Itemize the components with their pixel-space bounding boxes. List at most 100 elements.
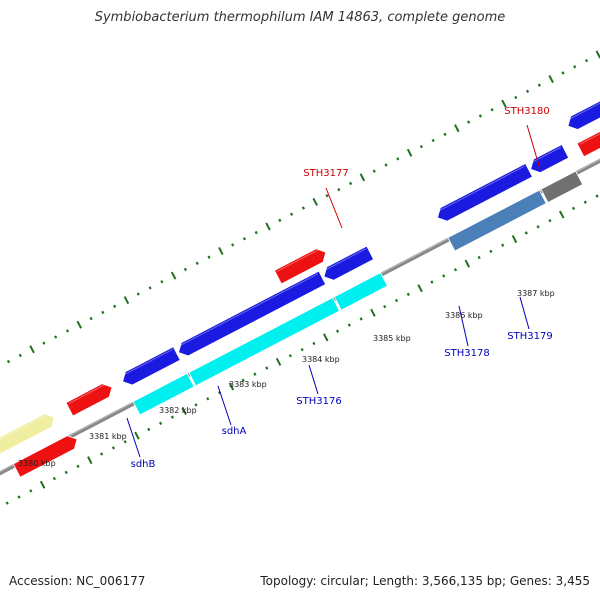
minor-tick — [490, 108, 494, 112]
minor-tick — [195, 261, 199, 265]
gene-label-sdhb[interactable]: sdhB — [131, 459, 156, 470]
gene-feature[interactable] — [447, 189, 547, 252]
minor-tick — [101, 310, 105, 315]
minor-tick — [265, 366, 269, 370]
gene-sth3178[interactable] — [437, 162, 533, 222]
minor-tick — [194, 403, 198, 407]
minor-tick — [29, 489, 33, 493]
gene-sdhb[interactable] — [122, 346, 181, 386]
minor-tick — [170, 415, 174, 419]
major-tick — [265, 222, 271, 231]
gene-feature[interactable] — [132, 372, 195, 416]
gene-feature[interactable] — [540, 170, 584, 204]
label-leader-line — [519, 296, 530, 330]
major-tick — [454, 124, 460, 133]
tick-row-lower — [5, 194, 599, 505]
feature-highlight — [323, 248, 367, 272]
major-tick — [501, 99, 507, 108]
minor-tick — [231, 243, 235, 247]
minor-tick — [347, 323, 351, 327]
gene-feature[interactable] — [188, 297, 341, 387]
gene-features — [0, 93, 600, 479]
gene-sth3179[interactable] — [530, 143, 570, 174]
minor-tick — [453, 268, 458, 272]
minor-tick — [65, 329, 70, 333]
label-leader-line — [325, 187, 343, 229]
minor-tick — [207, 255, 211, 259]
gene-sdha[interactable] — [178, 270, 327, 357]
major-tick — [511, 235, 518, 244]
minor-tick — [136, 292, 140, 296]
label-leader-line — [126, 417, 141, 458]
gene-sth3180[interactable] — [567, 93, 600, 130]
major-tick — [312, 197, 318, 206]
scale-labels: 3380 kbp 3381 kbp 3382 kbp 3383 kbp 3384 kbp… — [18, 289, 555, 468]
minor-tick — [5, 501, 9, 505]
minor-tick — [394, 298, 399, 303]
minor-tick — [148, 286, 152, 290]
minor-tick — [406, 292, 410, 297]
feature-highlight — [142, 388, 194, 417]
major-tick — [76, 320, 83, 329]
minor-tick — [384, 163, 388, 167]
gene-label-sdha[interactable]: sdhA — [222, 426, 247, 437]
feature-highlight — [436, 165, 525, 213]
minor-tick — [419, 144, 423, 149]
minor-tick — [431, 138, 435, 143]
minor-tick — [561, 71, 565, 75]
minor-tick — [489, 249, 493, 254]
feature-highlight — [343, 288, 387, 312]
minor-tick — [278, 218, 282, 222]
minor-tick — [52, 476, 56, 481]
accession-text: Accession: NC_006177 — [9, 574, 146, 588]
feature-highlight — [566, 102, 600, 121]
feature-highlight — [22, 448, 80, 479]
minor-tick — [288, 354, 292, 358]
major-tick — [228, 382, 235, 391]
major-tick — [359, 173, 366, 182]
gene-label-sth3176[interactable]: STH3176 — [296, 396, 341, 407]
gene-feature[interactable] — [65, 383, 113, 417]
major-tick — [134, 431, 140, 440]
minor-tick — [595, 194, 599, 198]
major-tick — [323, 333, 329, 342]
minor-tick — [548, 218, 552, 223]
minor-tick — [159, 421, 163, 425]
gene-sth3177[interactable] — [273, 248, 327, 285]
feature-highlight — [529, 146, 562, 164]
minor-tick — [396, 157, 400, 161]
feature-highlight — [68, 382, 108, 404]
gene-label-sth3179[interactable]: STH3179 — [507, 331, 552, 342]
feature-highlight — [198, 313, 339, 388]
gene-feature[interactable] — [0, 413, 55, 456]
gene-labels: sdhB sdhA STH3176 STH3177 STH3178 STH3179 STH3… — [126, 106, 553, 470]
feature-highlight — [121, 349, 173, 377]
scale-label: 3383 kbp — [229, 380, 267, 389]
major-tick — [218, 247, 224, 256]
minor-tick — [571, 206, 576, 211]
gene-feature[interactable] — [576, 120, 600, 158]
minor-tick — [89, 316, 93, 321]
major-tick — [370, 308, 376, 317]
gene-label-sth3180[interactable]: STH3180 — [504, 106, 549, 117]
gene-label-sth3178[interactable]: STH3178 — [444, 348, 489, 359]
gene-sth3176[interactable] — [323, 245, 375, 281]
minor-tick — [64, 470, 68, 475]
label-leader-line — [217, 385, 232, 426]
minor-tick — [76, 464, 80, 468]
minor-tick — [335, 329, 340, 333]
minor-tick — [290, 212, 294, 216]
major-tick — [417, 284, 423, 293]
minor-tick — [183, 267, 188, 272]
gene-label-sth3177[interactable]: STH3177 — [303, 168, 348, 179]
minor-tick — [583, 200, 587, 204]
gene-feature[interactable] — [333, 272, 388, 311]
scale-label: 3380 kbp — [18, 459, 56, 468]
minor-tick — [160, 280, 164, 284]
label-leader-line — [458, 305, 469, 347]
minor-tick — [100, 452, 104, 456]
gene-feature[interactable] — [12, 435, 78, 478]
minor-tick — [372, 169, 376, 173]
minor-tick — [147, 427, 151, 432]
